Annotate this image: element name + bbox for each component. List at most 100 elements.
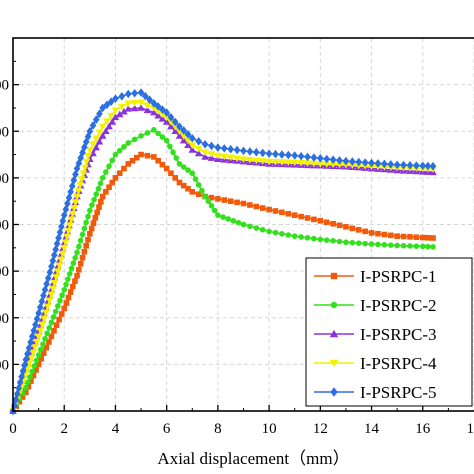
data-point — [130, 100, 139, 107]
data-point — [58, 222, 65, 231]
data-point — [68, 181, 76, 191]
data-point — [291, 212, 298, 218]
data-point — [159, 105, 166, 114]
data-point — [150, 98, 158, 108]
data-point — [259, 148, 267, 158]
data-point — [56, 316, 62, 323]
data-point — [27, 354, 36, 362]
data-point — [195, 191, 202, 197]
data-point — [91, 196, 97, 203]
data-point — [109, 179, 116, 186]
data-point — [413, 161, 420, 170]
data-point — [201, 140, 209, 149]
data-point — [413, 243, 420, 249]
data-point — [129, 157, 136, 164]
data-point — [65, 294, 72, 301]
data-point — [96, 204, 102, 210]
data-point — [278, 150, 286, 159]
data-point — [53, 239, 61, 248]
data-point — [92, 115, 100, 124]
data-point — [48, 333, 55, 340]
data-point — [368, 241, 375, 247]
data-point — [52, 308, 59, 315]
data-point — [23, 389, 29, 396]
data-point — [429, 161, 437, 171]
data-point — [208, 194, 215, 201]
data-point — [336, 222, 343, 229]
data-point — [285, 210, 292, 217]
data-point — [111, 113, 120, 121]
data-point — [220, 153, 229, 161]
data-point — [109, 157, 116, 164]
data-point — [246, 157, 254, 164]
data-point — [30, 372, 37, 379]
data-point — [137, 104, 145, 111]
data-point — [188, 146, 197, 153]
data-point — [343, 224, 349, 230]
data-point — [393, 160, 401, 170]
data-point — [163, 108, 170, 117]
data-point — [96, 109, 103, 119]
data-point — [138, 133, 144, 139]
legend-label: I-PSRPC-3 — [360, 325, 437, 344]
data-point — [343, 239, 349, 246]
data-point — [322, 161, 331, 168]
data-point — [192, 176, 199, 182]
data-point — [271, 158, 280, 166]
data-point — [297, 151, 305, 161]
data-point — [208, 203, 215, 209]
data-point — [185, 185, 191, 192]
y-tick-label: 400 — [0, 218, 9, 234]
data-point — [58, 311, 65, 317]
data-point — [167, 122, 175, 130]
data-point — [355, 227, 362, 233]
data-point — [51, 328, 57, 334]
data-point — [45, 297, 54, 305]
y-tick-label: 700 — [0, 78, 9, 94]
data-point — [86, 147, 94, 154]
data-point — [335, 161, 344, 169]
data-point — [375, 230, 381, 237]
data-point — [70, 205, 78, 212]
data-point — [55, 303, 61, 309]
data-point — [253, 203, 260, 210]
data-point — [247, 223, 253, 230]
data-point — [400, 160, 407, 170]
data-point — [46, 267, 54, 277]
data-point — [304, 215, 311, 221]
data-point — [215, 196, 221, 202]
data-point — [121, 143, 127, 150]
data-point — [291, 151, 299, 160]
data-point — [99, 103, 106, 113]
y-tick-label: 500 — [0, 171, 9, 187]
data-point — [131, 88, 138, 98]
data-point — [68, 265, 75, 272]
x-tick-label: 18 — [467, 421, 474, 437]
data-point — [240, 146, 247, 156]
data-point — [419, 161, 427, 171]
data-point — [29, 349, 37, 357]
data-point — [259, 226, 266, 233]
data-point — [265, 149, 273, 158]
data-point — [419, 243, 426, 250]
data-point — [108, 118, 117, 125]
data-point — [407, 234, 413, 240]
data-point — [406, 160, 414, 170]
data-point — [247, 202, 253, 208]
data-point — [425, 243, 431, 250]
data-point — [88, 225, 95, 232]
data-point — [131, 136, 138, 143]
data-point — [189, 189, 196, 195]
data-point — [120, 107, 128, 115]
data-point — [303, 160, 312, 167]
data-point — [32, 338, 41, 346]
data-point — [253, 225, 260, 231]
y-tick-label: 100 — [0, 357, 9, 373]
data-point — [57, 297, 63, 304]
data-point — [258, 158, 267, 165]
data-point — [184, 130, 192, 139]
data-point — [37, 346, 44, 353]
legend: I-PSRPC-1 I-PSRPC-2 I-PSRPC-3 I-PSRPC-4 I-PS… — [305, 257, 473, 407]
data-point — [77, 237, 84, 244]
data-point — [86, 126, 94, 136]
